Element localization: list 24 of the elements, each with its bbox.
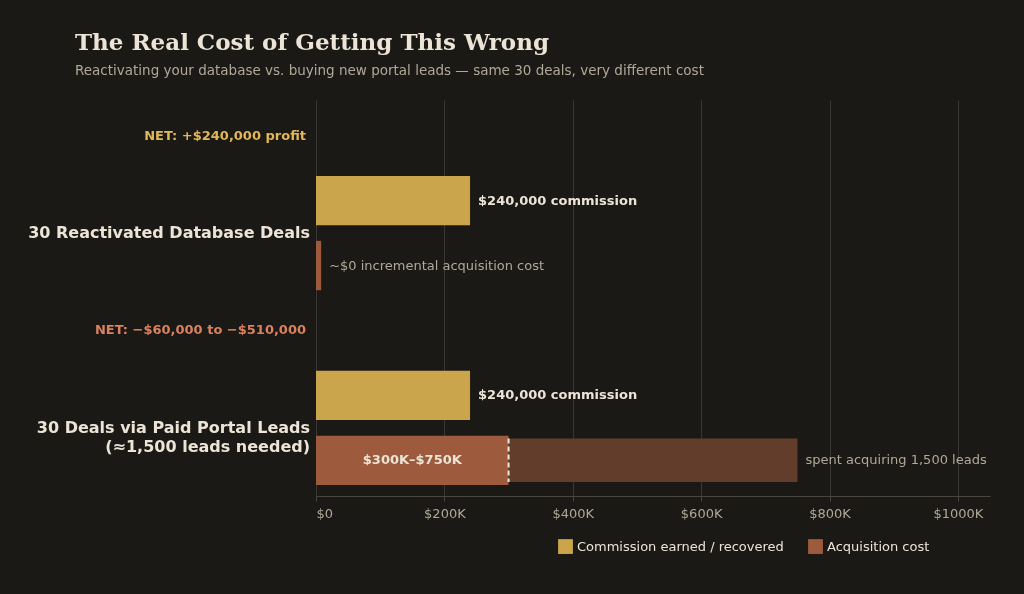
text: NET: −$60,000 to −$510,000 xyxy=(94,322,306,338)
data-label: spent acquiring 1,500 leads xyxy=(805,452,987,468)
chart-title: The Real Cost of Getting This Wrong xyxy=(75,28,550,55)
bar xyxy=(508,438,798,482)
x-tick-label: $1000K xyxy=(933,505,984,521)
legend-label: Commission earned / recovered xyxy=(577,538,784,554)
bar xyxy=(316,240,322,291)
annotation: ~$0 incremental acquisition cost xyxy=(329,257,545,273)
x-tick-label: $800K xyxy=(809,505,852,521)
bar xyxy=(316,175,471,226)
y-tick-label: 30 Reactivated Database Deals xyxy=(28,223,310,243)
bar xyxy=(316,435,509,485)
x-tick-label: $0 xyxy=(316,505,334,521)
x-tick-label: $600K xyxy=(680,505,723,521)
data-label: $240,000 commission xyxy=(478,192,638,208)
x-tick-label: $400K xyxy=(552,505,595,521)
y-tick-label: 30 Deals via Paid Portal Leads (≈1,500 leads needed) xyxy=(36,417,310,456)
bar xyxy=(316,370,471,421)
text: NET: +$240,000 profit xyxy=(144,127,306,143)
data-label: $300K–$750K xyxy=(362,452,463,468)
chart-subtitle: Reactivating your database vs. buying new portal leads — same 30 deals, very different cost xyxy=(75,62,704,78)
x-tick-label: $200K xyxy=(424,505,467,521)
legend-label: Acquisition cost xyxy=(827,538,930,554)
data-label: $240,000 commission xyxy=(478,387,638,403)
